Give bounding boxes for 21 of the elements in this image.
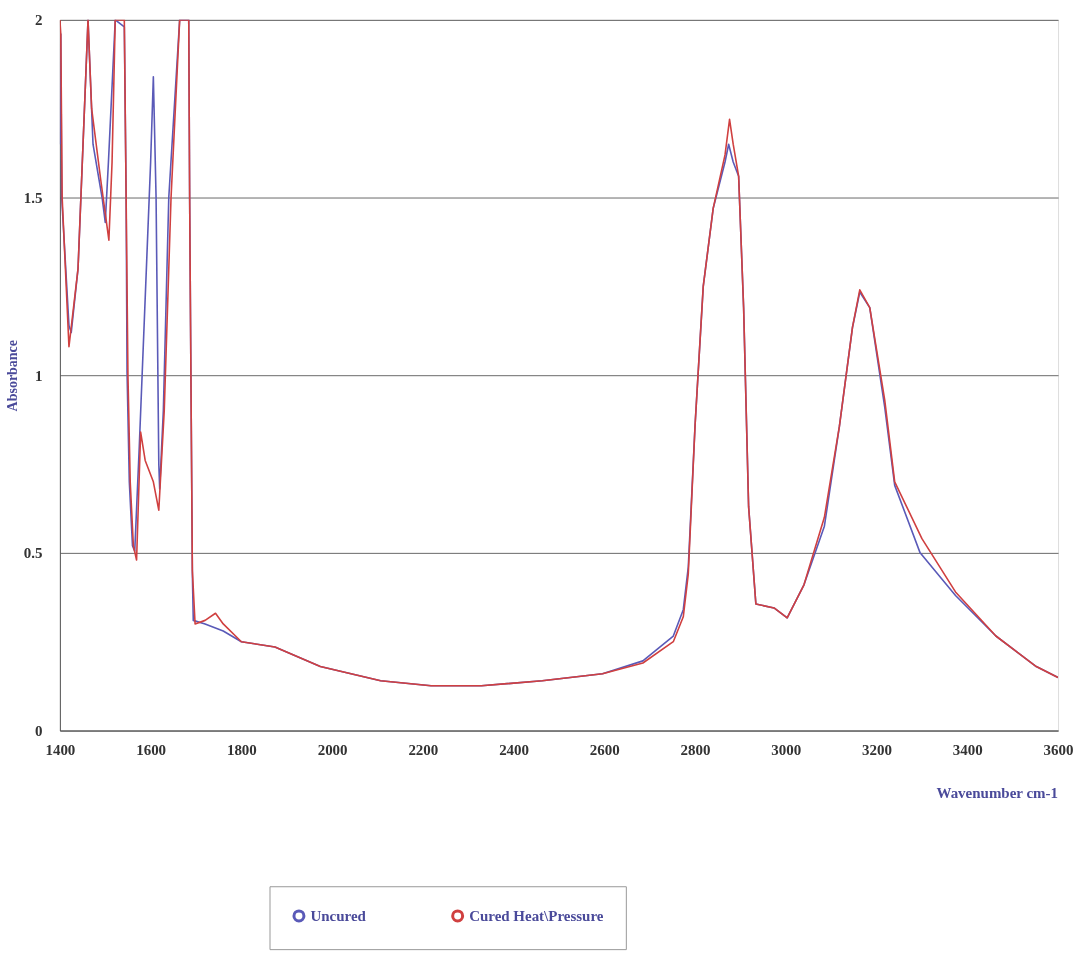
x-tick-label: 3600 [1043,741,1074,758]
x-tick-label: 3000 [771,741,802,758]
x-tick-label: 2600 [589,741,620,758]
x-tick-label: 3200 [862,741,893,758]
y-tick-label: 1.5 [23,190,43,207]
x-tick-label: 2000 [317,741,348,758]
y-tick-label: 0 [34,723,43,740]
x-tick-label: 1400 [45,741,76,758]
x-tick-label: 2800 [680,741,711,758]
y-tick-label: 1 [34,367,43,384]
y-axis-title: Absorbance [4,339,20,412]
x-tick-label: 2400 [499,741,530,758]
x-axis-title: Wavenumber cm-1 [936,785,1059,802]
y-tick-label: 0.5 [23,545,43,562]
x-tick-label: 1600 [136,741,167,758]
legend-label: Cured Heat\Pressure [469,907,604,924]
x-tick-label: 3400 [952,741,983,758]
x-tick-label: 2200 [408,741,439,758]
x-tick-label: 1800 [226,741,257,758]
y-tick-label: 2 [34,12,43,29]
legend-label: Uncured [310,907,367,924]
